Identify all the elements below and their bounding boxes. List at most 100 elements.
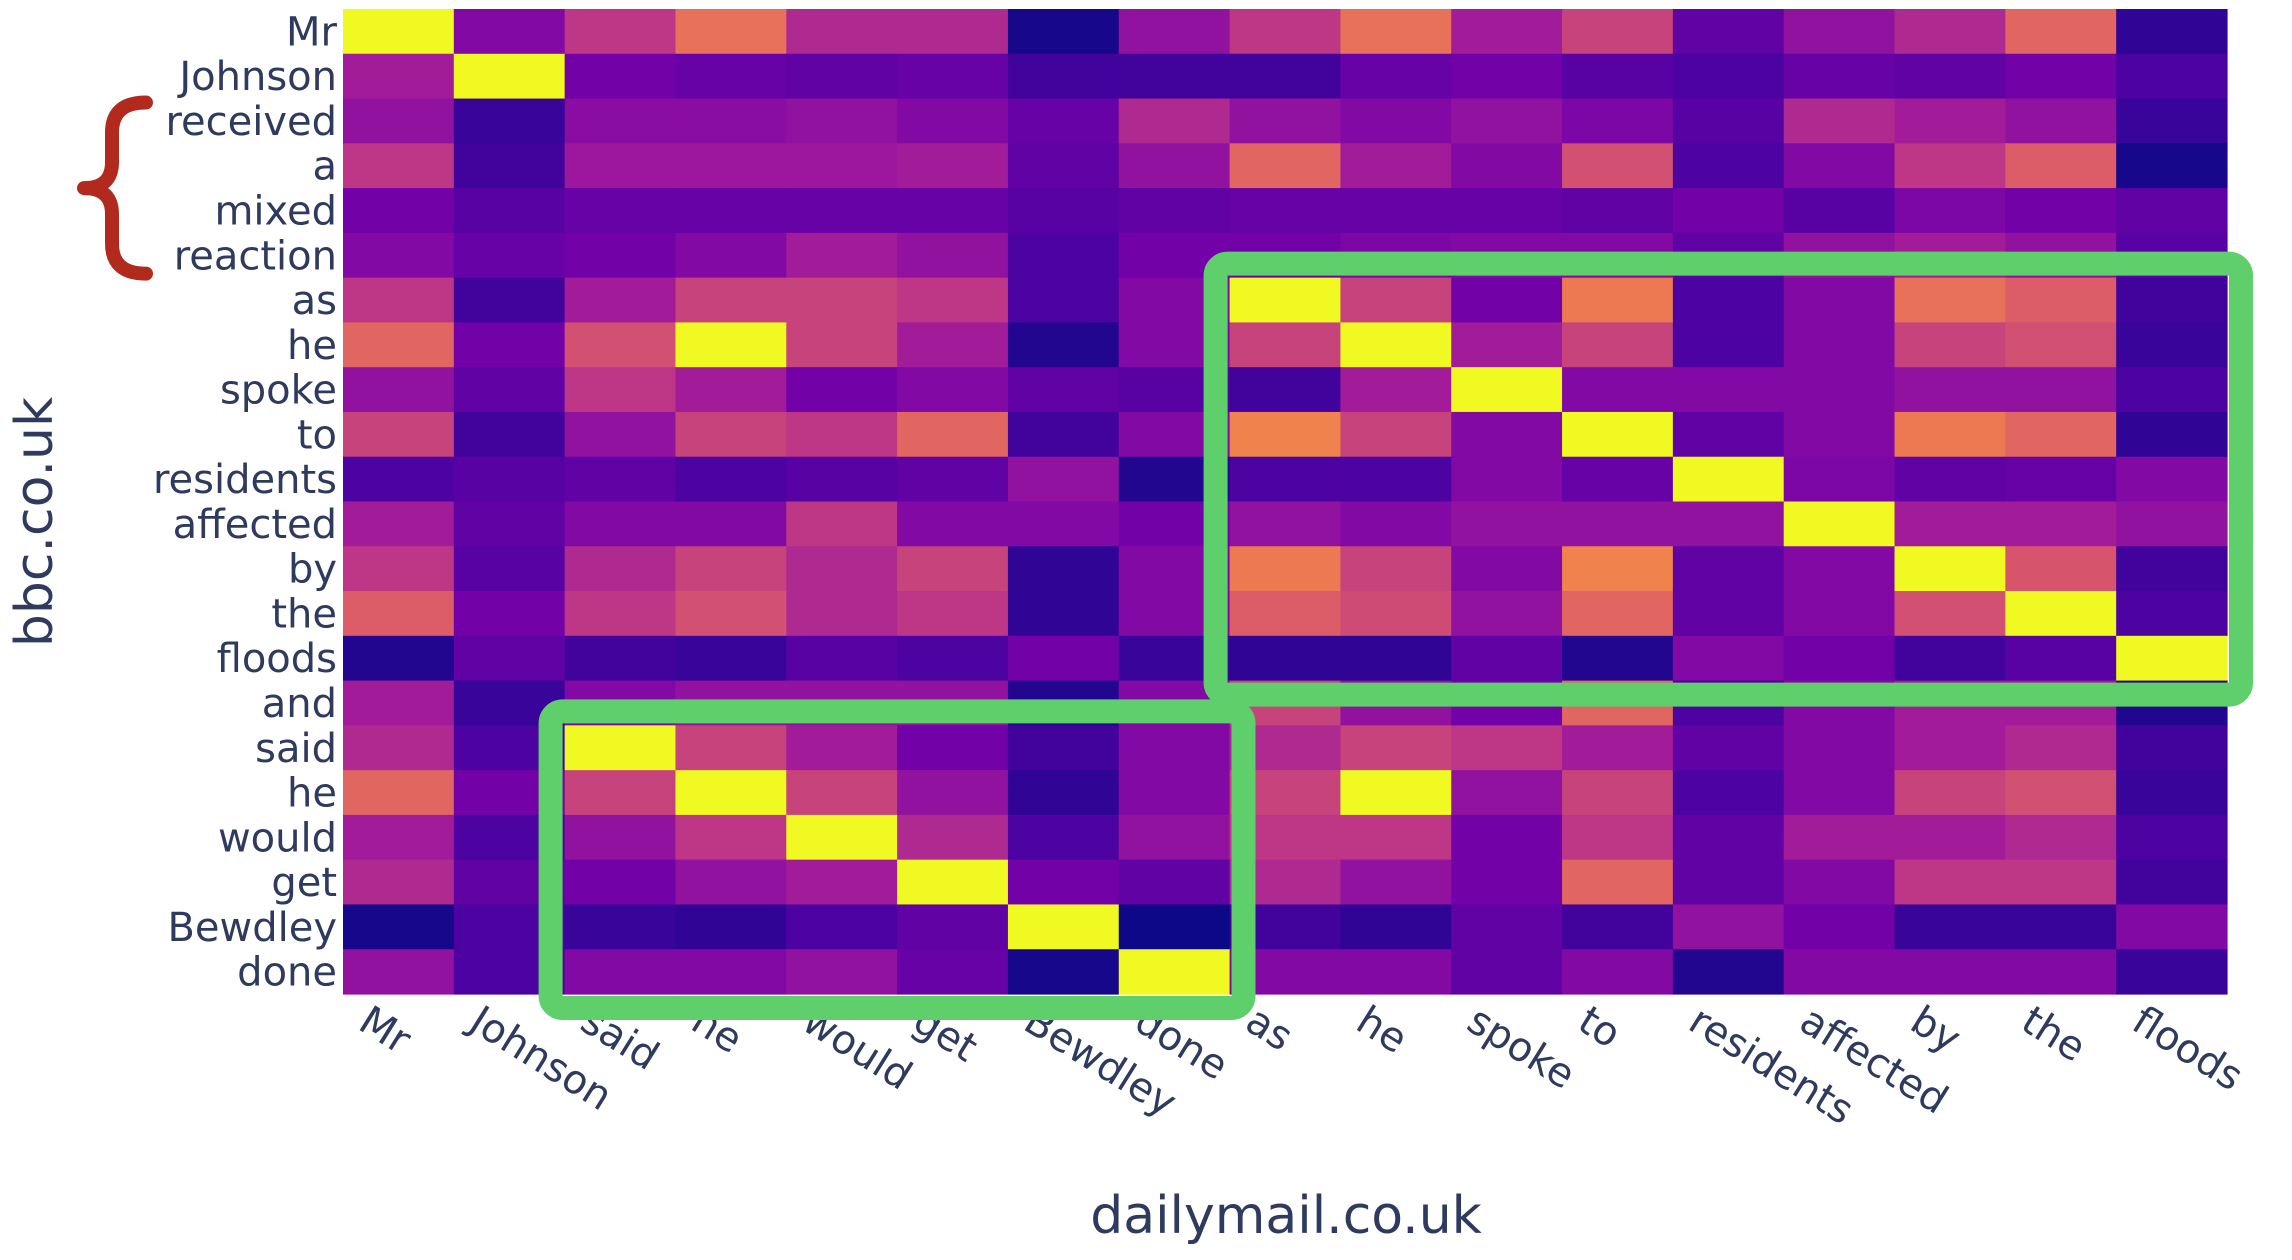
heatmap-cell — [2116, 591, 2228, 637]
heatmap-cell — [1118, 859, 1231, 906]
heatmap-cell — [1672, 725, 1785, 771]
heatmap-cell — [1007, 546, 1120, 592]
heatmap-cell — [564, 188, 677, 234]
y-axis-title: bbc.co.uk — [5, 397, 65, 647]
heatmap-cell — [1229, 277, 1342, 324]
heatmap-cell — [675, 411, 787, 458]
heatmap-cell — [1894, 9, 2006, 55]
heatmap-cell — [1229, 501, 1342, 547]
heatmap-cell — [564, 232, 677, 279]
heatmap-cell — [1229, 53, 1342, 100]
heatmap-cell — [1451, 546, 1563, 592]
heatmap-cell — [1894, 188, 2006, 234]
heatmap-cell — [1229, 635, 1342, 682]
heatmap-cell — [1672, 9, 1785, 55]
heatmap-cell — [1894, 367, 2006, 413]
heatmap-cell — [1451, 98, 1563, 144]
heatmap-cell — [343, 814, 455, 861]
heatmap-cell — [1562, 411, 1674, 458]
heatmap-cell — [1894, 591, 2006, 637]
heatmap-cell — [1118, 98, 1231, 144]
heatmap-cell — [1007, 232, 1120, 279]
heatmap-cell — [1007, 322, 1120, 368]
heatmap-cell — [1340, 411, 1452, 458]
heatmap-cell — [1894, 770, 2006, 816]
heatmap-cell — [1562, 53, 1674, 100]
heatmap-cell — [1894, 814, 2006, 861]
heatmap-cell — [1783, 188, 1896, 234]
heatmap-cell — [2005, 814, 2117, 861]
heatmap-cell — [1783, 143, 1896, 189]
heatmap-cell — [343, 546, 455, 592]
heatmap-cell — [897, 188, 1009, 234]
heatmap-cell — [1783, 546, 1896, 592]
heatmap-cell — [2116, 98, 2228, 144]
heatmap-cell — [1451, 9, 1563, 55]
heatmap-cell — [343, 904, 455, 950]
heatmap-cell — [675, 367, 787, 413]
heatmap-cell — [1229, 98, 1342, 144]
heatmap-cell — [2005, 9, 2117, 55]
heatmap-cell — [2116, 725, 2228, 771]
heatmap-cell — [1007, 635, 1120, 682]
heatmap-cell — [675, 904, 787, 950]
heatmap-cell — [897, 591, 1009, 637]
heatmap-cell — [1340, 322, 1452, 368]
heatmap-cell — [1783, 367, 1896, 413]
heatmap-cell — [343, 188, 455, 234]
x-tick-label: floods — [2124, 997, 2250, 1100]
x-tick-label: Mr — [351, 997, 419, 1063]
heatmap-cell — [2005, 367, 2117, 413]
heatmap-cell — [786, 635, 898, 682]
heatmap-cell — [453, 98, 566, 144]
heatmap-cell — [1451, 143, 1563, 189]
heatmap-cell — [1229, 411, 1342, 458]
heatmap-cell — [897, 546, 1009, 592]
heatmap-cell — [1562, 859, 1674, 906]
heatmap-cell — [1562, 725, 1674, 771]
heatmap-cell — [564, 322, 677, 368]
heatmap-cell — [564, 814, 677, 861]
heatmap-cell — [1562, 188, 1674, 234]
heatmap-cell — [786, 725, 898, 771]
heatmap-cell — [1229, 456, 1342, 503]
heatmap-cell — [786, 188, 898, 234]
heatmap-cell — [1118, 53, 1231, 100]
heatmap-cell — [1229, 591, 1342, 637]
heatmap-cell — [786, 143, 898, 189]
y-tick-label: he — [287, 771, 337, 817]
heatmap-cell — [1672, 98, 1785, 144]
heatmap-cell — [786, 367, 898, 413]
heatmap-cell — [1783, 635, 1896, 682]
heatmap-cell — [1451, 367, 1563, 413]
heatmap-cell — [675, 277, 787, 324]
heatmap-cell — [453, 53, 566, 100]
heatmap-cell — [897, 770, 1009, 816]
highlight-box — [1203, 251, 2253, 707]
heatmap-cell — [1118, 904, 1231, 950]
heatmap-cell — [1118, 725, 1231, 771]
y-tick-label: Johnson — [176, 54, 337, 100]
heatmap-cell — [1783, 814, 1896, 861]
heatmap-cell — [1894, 501, 2006, 547]
heatmap-cell — [786, 591, 898, 637]
heatmap-cell — [564, 277, 677, 324]
heatmap-cell — [2005, 188, 2117, 234]
heatmap-cell — [2005, 411, 2117, 458]
heatmap-cell — [897, 949, 1009, 995]
heatmap-cell — [1783, 501, 1896, 547]
y-tick-labels: MrJohnsonreceivedamixedreactionashespoke… — [153, 9, 338, 995]
heatmap-cell — [1451, 725, 1563, 771]
heatmap-cell — [1340, 367, 1452, 413]
heatmap-cell — [1007, 770, 1120, 816]
heatmap-cell — [1340, 501, 1452, 547]
heatmap-cell — [343, 277, 455, 324]
annotations — [77, 95, 2253, 1021]
heatmap-cell — [1118, 814, 1231, 861]
heatmap-cell — [453, 591, 566, 637]
heatmap-cell — [2005, 770, 2117, 816]
heatmap-cell — [1007, 859, 1120, 906]
heatmap-cell — [1340, 188, 1452, 234]
heatmap-cell — [1894, 859, 2006, 906]
